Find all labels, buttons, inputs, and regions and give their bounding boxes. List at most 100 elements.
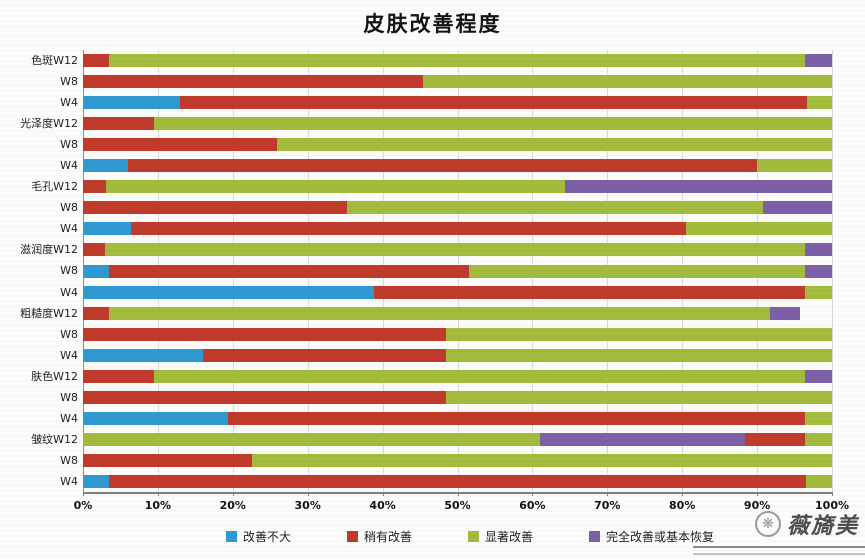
bar-row <box>83 180 832 194</box>
y-axis-label: W8 <box>60 201 78 215</box>
legend-swatch-green <box>468 531 479 542</box>
bar-row <box>83 117 832 131</box>
bar-segment-green <box>423 75 832 89</box>
bar-segment-green <box>446 390 832 404</box>
plot-area <box>83 50 833 494</box>
watermark-text: 薇旖美 <box>786 514 859 539</box>
bar-row <box>83 264 832 278</box>
bar-row <box>83 453 832 467</box>
bar-segment-green <box>251 453 832 467</box>
bar-row <box>83 306 832 320</box>
legend-item: 完全改善或基本恢复 <box>589 528 714 545</box>
bar-segment-green <box>805 285 832 299</box>
brand-circle-icon: ❋ <box>754 511 781 537</box>
bar-segment-purple <box>539 432 746 446</box>
x-axis-label: 60% <box>519 499 546 512</box>
bar-row <box>83 432 832 446</box>
bar-segment-red <box>130 222 686 236</box>
legend: 改善不大 稍有改善 显著改善 完全改善或基本恢复 <box>130 528 810 545</box>
bar-segment-green <box>446 348 832 362</box>
bar-segment-red <box>202 348 447 362</box>
legend-swatch-blue <box>225 531 237 542</box>
y-axis-label: W4 <box>60 474 78 488</box>
bar-segment-red <box>83 453 252 467</box>
footer-line-dark <box>693 546 865 548</box>
y-axis-label: 粗糙度W12 <box>20 306 78 320</box>
bar-segment-blue <box>83 159 128 173</box>
bar-row <box>83 369 832 383</box>
bar-segment-green <box>83 432 540 446</box>
bar-segment-red <box>83 201 347 215</box>
y-axis-label: W4 <box>60 96 78 110</box>
chart-title: 皮肤改善程度 <box>363 12 502 36</box>
bar-segment-green <box>154 369 806 383</box>
bar-segment-red <box>228 411 806 425</box>
bar-segment-red <box>83 327 447 341</box>
bar-row <box>83 327 832 341</box>
bar-segment-purple <box>805 264 832 278</box>
x-tick-mark <box>307 492 309 496</box>
y-axis-label: W8 <box>60 138 78 152</box>
bar-segment-blue <box>83 348 203 362</box>
y-axis-label: 色斑W12 <box>31 54 78 67</box>
x-axis: 0% 10% 20% 30% 40% 50% 60% 70% 80% 90% 100% <box>74 492 849 518</box>
x-axis-label: 40% <box>369 499 396 512</box>
x-tick-mark <box>457 492 459 496</box>
x-tick-mark <box>532 492 534 496</box>
bar-row <box>83 201 832 215</box>
bar-segment-blue <box>83 285 375 299</box>
x-tick-mark <box>832 492 833 496</box>
bar-segment-purple <box>565 180 832 194</box>
footer-line-light <box>693 553 865 555</box>
bar-segment-green <box>105 243 806 257</box>
x-axis-label: 70% <box>594 499 621 512</box>
bar-row <box>83 411 832 425</box>
y-axis-label: W4 <box>60 222 78 236</box>
bar-segment-red <box>83 369 155 383</box>
bar-row <box>83 348 832 362</box>
bar-row <box>83 54 832 68</box>
legend-swatch-purple <box>589 531 601 542</box>
x-tick-mark <box>682 492 684 496</box>
bar-segment-red <box>83 180 107 194</box>
bar-segment-green <box>805 411 832 425</box>
y-axis-label: W8 <box>60 453 78 467</box>
y-axis-label: W4 <box>60 159 78 173</box>
bar-segment-red <box>83 54 110 68</box>
y-axis-label: W8 <box>60 327 78 341</box>
legend-label: 完全改善或基本恢复 <box>606 530 715 544</box>
bar-segment-red <box>83 243 106 257</box>
y-axis-label: W8 <box>60 75 78 89</box>
bar-segment-green <box>757 159 832 173</box>
y-axis-labels: 色斑W12 W8 W4 光泽度W12 W8 W4 毛孔W12 W8 W4 滋润度W12 W8 W4 粗糙… <box>0 50 78 492</box>
bar-segment-red <box>83 138 277 152</box>
y-axis-label: W4 <box>60 348 78 362</box>
x-axis-label: 0% <box>73 499 93 512</box>
bar-row <box>83 243 832 257</box>
bar-segment-blue <box>83 411 229 425</box>
y-axis-label: W8 <box>60 390 78 404</box>
bar-row <box>83 138 832 152</box>
x-tick-mark <box>157 492 159 496</box>
y-axis-label: 肤色W12 <box>31 369 78 383</box>
bar-segment-green <box>807 96 832 110</box>
x-tick-mark <box>83 492 84 496</box>
grid-line <box>832 50 833 492</box>
bar-row <box>83 285 832 299</box>
x-tick-mark <box>757 492 759 496</box>
bar-segment-purple <box>763 201 832 215</box>
bar-row <box>83 75 832 89</box>
bar-segment-green <box>805 474 832 488</box>
legend-label: 显著改善 <box>485 530 534 544</box>
y-axis-label: 光泽度W12 <box>20 117 78 131</box>
bar-segment-purple <box>769 306 800 320</box>
bar-segment-purple <box>805 54 832 68</box>
bar-segment-green <box>109 54 806 68</box>
bar-segment-red <box>83 306 110 320</box>
watermark: ❋ 薇旖美 <box>754 508 859 540</box>
bar-segment-green <box>685 222 832 236</box>
bar-segment-green <box>346 201 764 215</box>
x-axis-label: 20% <box>219 499 246 512</box>
legend-swatch-red <box>346 531 358 542</box>
